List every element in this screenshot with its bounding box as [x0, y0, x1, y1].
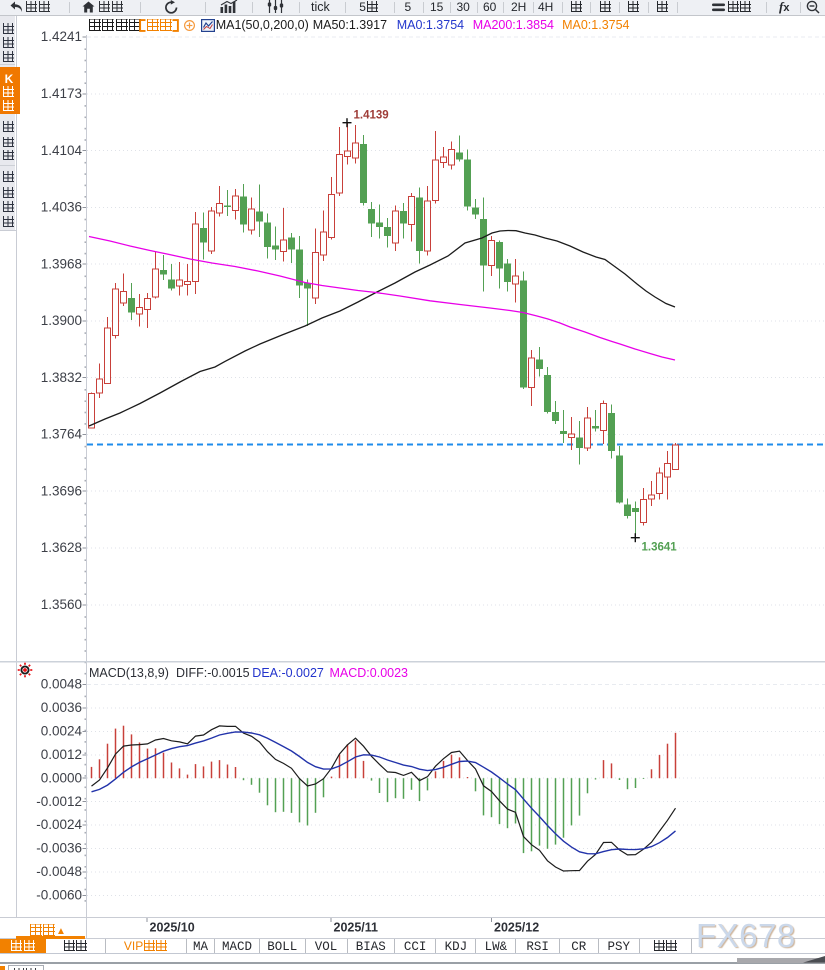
svg-text:1.3832: 1.3832	[41, 370, 82, 385]
svg-text:MACD:0.0023: MACD:0.0023	[330, 666, 409, 680]
svg-text:-0.0024: -0.0024	[36, 817, 82, 832]
svg-text:0.0048: 0.0048	[41, 677, 82, 692]
svg-text:1.3696: 1.3696	[41, 483, 82, 498]
svg-text:1.4104: 1.4104	[41, 143, 83, 158]
svg-text:-0.0048: -0.0048	[36, 864, 82, 879]
svg-text:1.4241: 1.4241	[41, 29, 82, 44]
svg-text:2025/11: 2025/11	[334, 921, 379, 935]
svg-text:0.0012: 0.0012	[41, 747, 82, 762]
svg-text:1.4173: 1.4173	[41, 86, 82, 101]
svg-text:0.0024: 0.0024	[41, 724, 83, 739]
svg-text:1.3764: 1.3764	[41, 427, 83, 442]
svg-text:2025/10: 2025/10	[150, 921, 195, 935]
svg-text:1.3968: 1.3968	[41, 256, 82, 271]
svg-text:1.3628: 1.3628	[41, 540, 82, 555]
svg-text:MACD(13,8,9): MACD(13,8,9)	[89, 666, 169, 680]
svg-text:1.4036: 1.4036	[41, 200, 82, 215]
svg-text:1.3641: 1.3641	[642, 542, 678, 554]
svg-text:DEA:-0.0027: DEA:-0.0027	[252, 666, 324, 680]
svg-text:1.3560: 1.3560	[41, 597, 82, 612]
svg-text:-0.0060: -0.0060	[36, 888, 82, 903]
svg-text:-0.0036: -0.0036	[36, 841, 82, 856]
svg-text:1.3900: 1.3900	[41, 313, 82, 328]
svg-text:1.4139: 1.4139	[354, 109, 389, 121]
svg-text:2025/12: 2025/12	[494, 921, 539, 935]
svg-text:0.0000: 0.0000	[41, 770, 82, 785]
svg-text:-0.0012: -0.0012	[36, 794, 82, 809]
svg-text:0.0036: 0.0036	[41, 700, 82, 715]
svg-text:DIFF:-0.0015: DIFF:-0.0015	[176, 666, 250, 680]
